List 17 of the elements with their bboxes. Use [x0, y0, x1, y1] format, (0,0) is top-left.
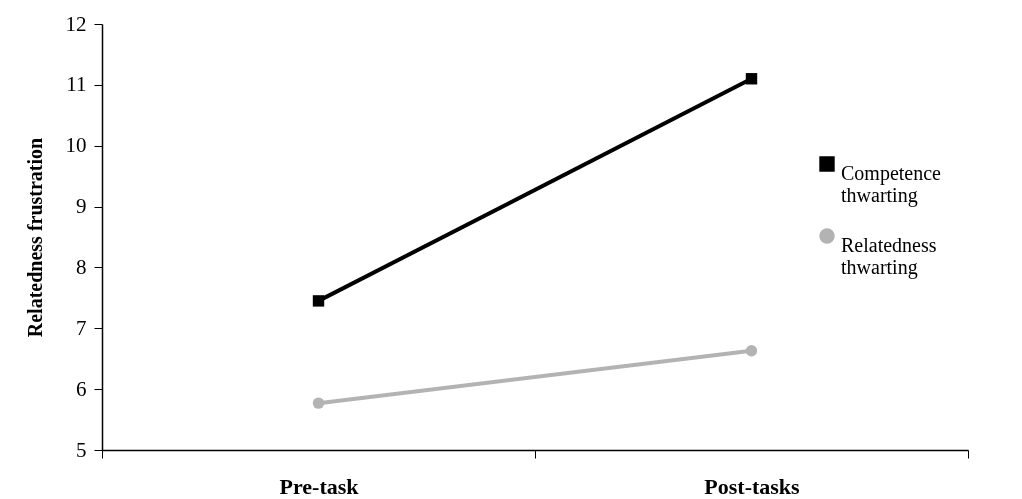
y-tick-label: 11: [66, 72, 87, 97]
x-tick-label: Pre-task: [279, 473, 360, 499]
point: [745, 73, 758, 85]
y-tick-label: 5: [76, 437, 87, 462]
y-tick-label: 10: [65, 133, 87, 158]
y-tick-label: 12: [65, 11, 87, 36]
point: [312, 397, 325, 409]
point: [745, 345, 758, 357]
legend-label: Competence thwarting: [841, 162, 942, 207]
y-tick-label: 6: [76, 376, 87, 401]
x-tick-label: Post-tasks: [704, 473, 801, 499]
y-tick-label: 8: [76, 254, 87, 279]
y-tick-label: 9: [76, 194, 87, 219]
y-tick-label: 7: [76, 315, 87, 340]
y-axis-title: Relatedness frustration: [23, 137, 46, 338]
point: [312, 295, 325, 307]
legend-label: Relatedness thwarting: [841, 234, 937, 279]
